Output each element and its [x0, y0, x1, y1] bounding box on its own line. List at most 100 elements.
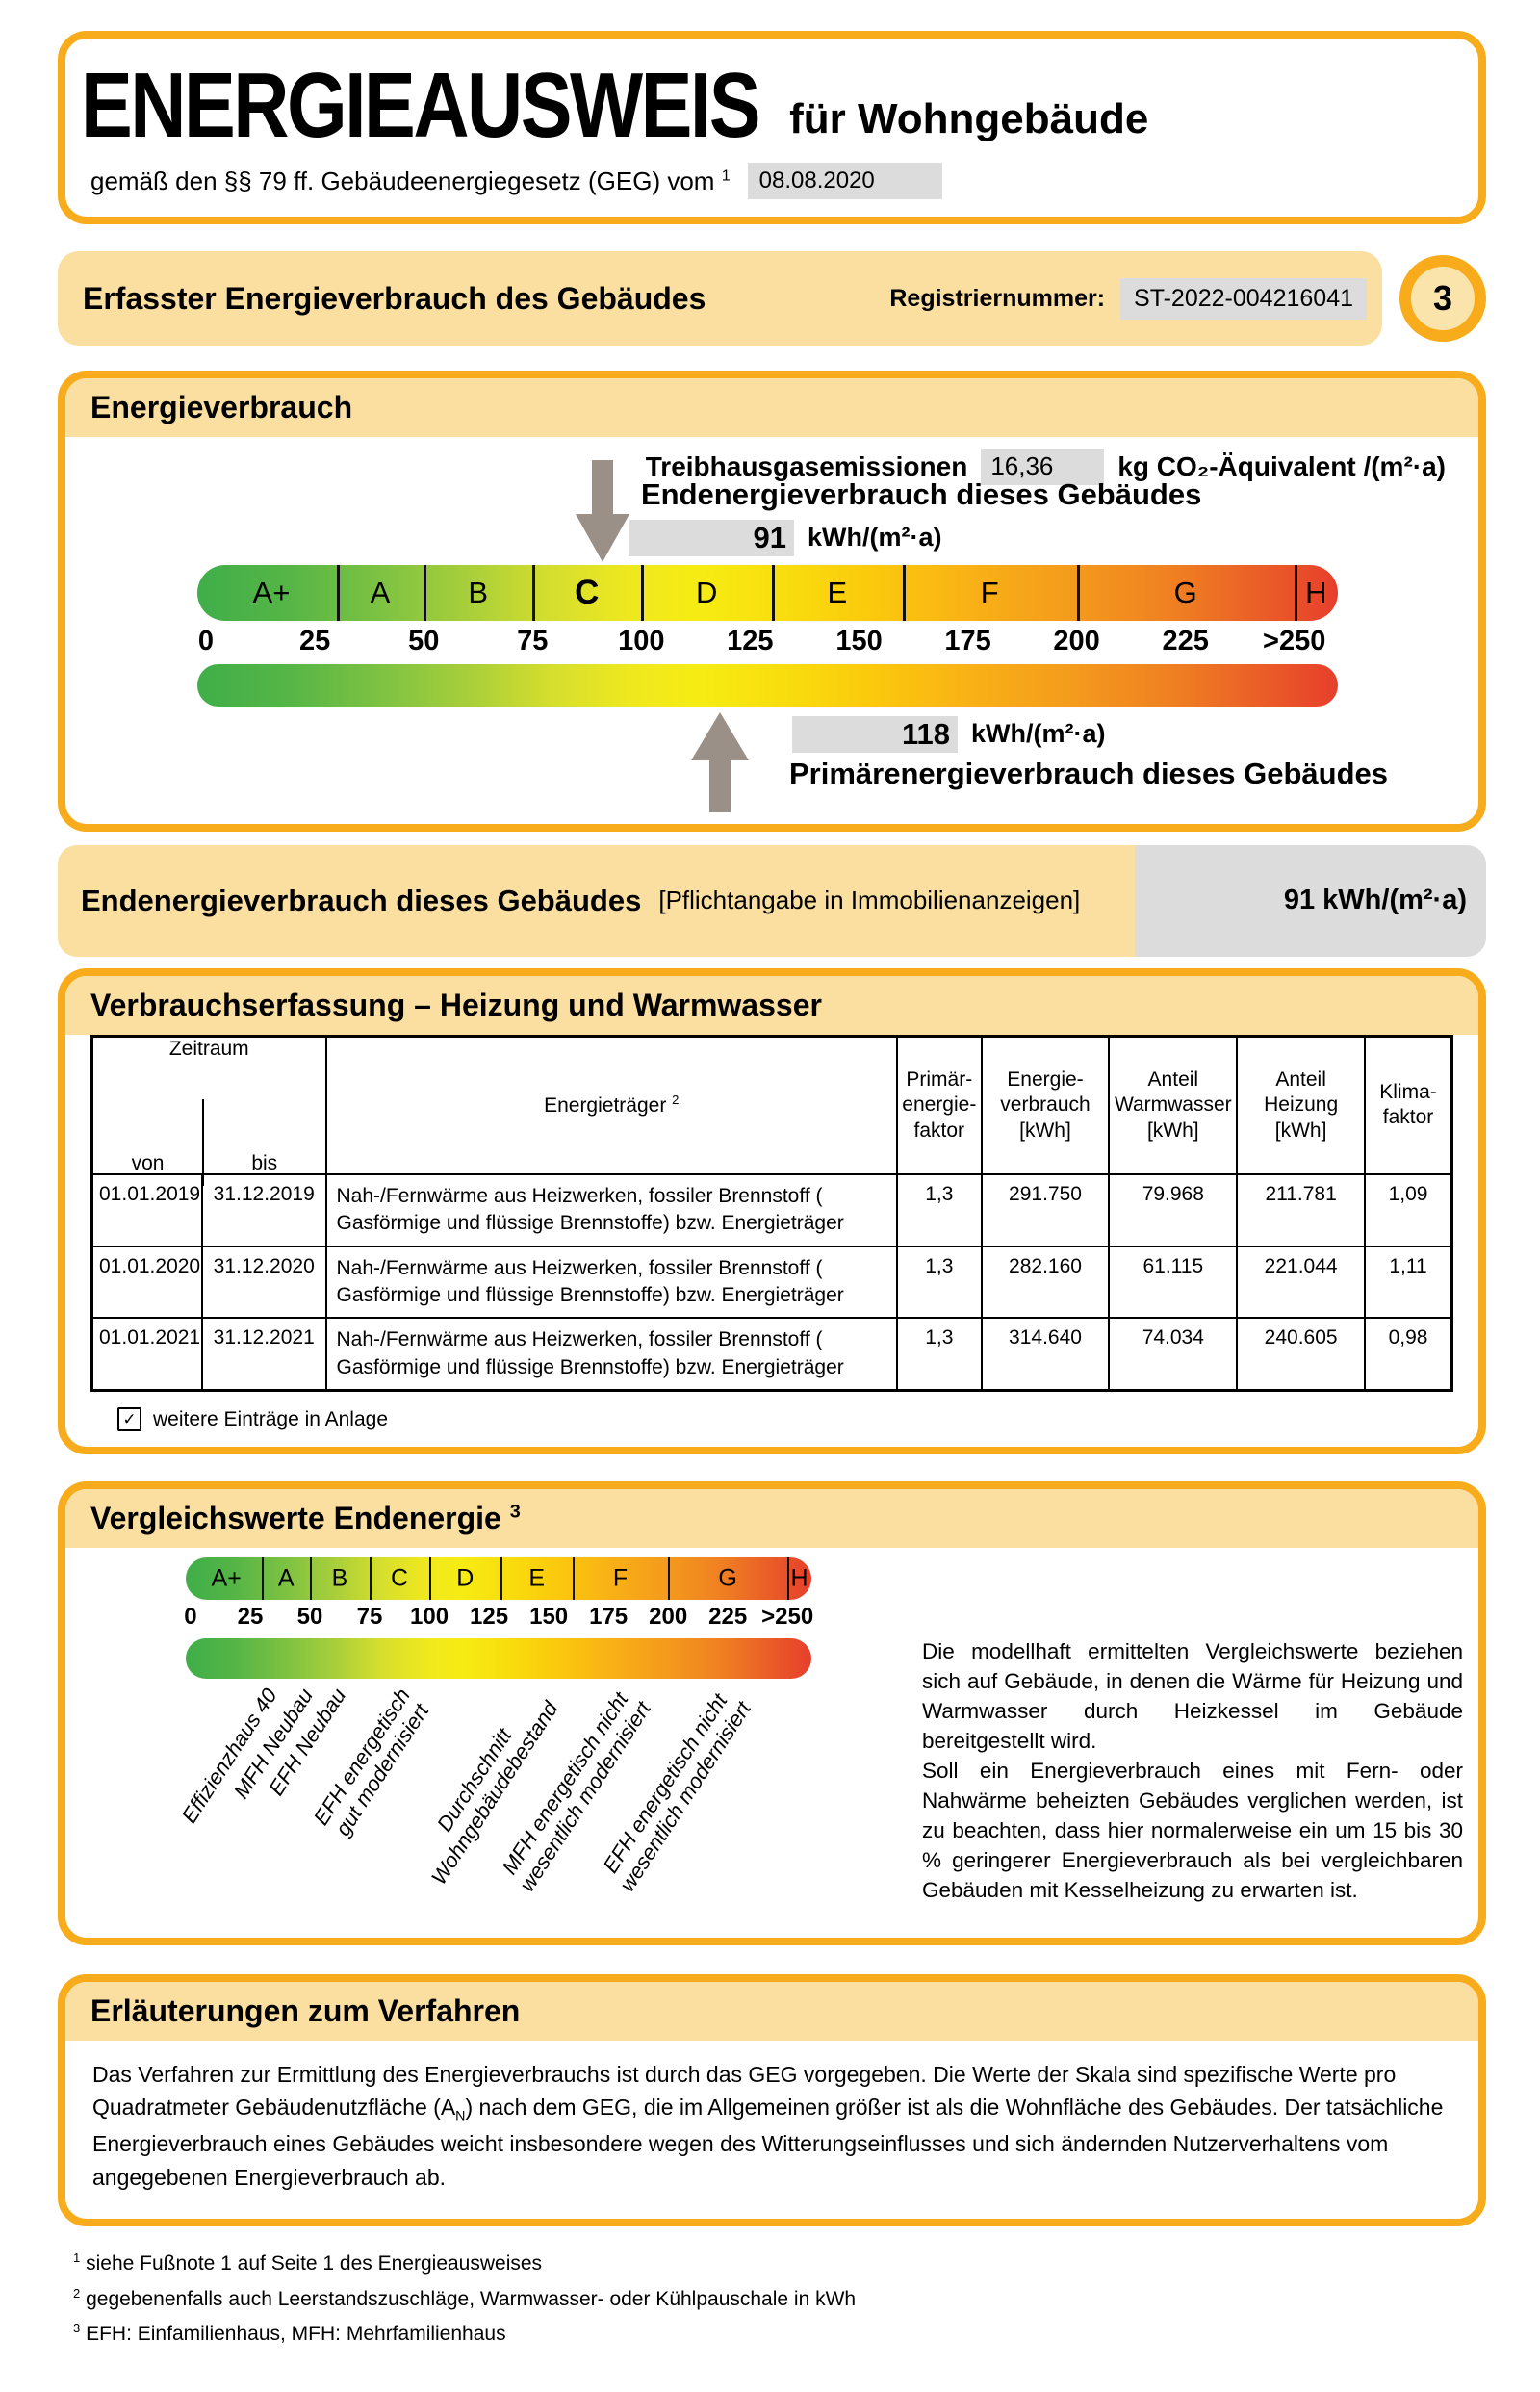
- class-divider: [310, 1556, 313, 1600]
- footnote-2: 2 gegebenenfalls auch Leerstandszuschläg…: [73, 2285, 857, 2310]
- tick-250plus: >250: [761, 1603, 814, 1630]
- table-row: 01.01.2021 31.12.2021 Nah-/Fernwärme aus…: [90, 1317, 1453, 1392]
- an-subscript: N: [455, 2108, 466, 2124]
- header-zeitraum: Zeitraum von bis: [90, 1035, 327, 1187]
- cell-verbrauch: 314.640: [980, 1317, 1111, 1392]
- comparison-section: Vergleichswerte Endenergie 3 A+ A B C D …: [58, 1481, 1486, 1945]
- table-row: 01.01.2019 31.12.2019 Nah-/Fernwärme aus…: [90, 1173, 1453, 1247]
- cell-bis: 31.12.2021: [200, 1317, 327, 1392]
- tick-175: 175: [589, 1603, 629, 1630]
- cell-bis: 31.12.2020: [200, 1245, 327, 1320]
- tick-100: 100: [410, 1603, 449, 1630]
- tick-75: 75: [356, 1603, 383, 1630]
- cell-klimafaktor: 1,09: [1364, 1173, 1453, 1247]
- cell-warmwasser: 74.034: [1108, 1317, 1239, 1392]
- header-energieverbrauch: Energie- verbrauch [kWh]: [980, 1035, 1111, 1176]
- class-divider: [424, 564, 427, 621]
- class-label-aplus: A+: [211, 1564, 242, 1592]
- ghg-value-field[interactable]: 16,36: [981, 448, 1105, 485]
- class-divider: [532, 564, 536, 621]
- class-label-f: F: [980, 575, 999, 609]
- ghg-row: Treibhausgasemissionen 16,36 kg CO₂-Äqui…: [65, 448, 1478, 485]
- class-divider: [772, 564, 775, 621]
- cell-pef: 1,3: [896, 1317, 983, 1392]
- more-entries-checkbox[interactable]: ✓: [117, 1407, 141, 1432]
- class-label-e: E: [827, 575, 848, 609]
- comparison-scale-ticks: 0 25 50 75 100 125 150 175 200 225 >250: [184, 1603, 814, 1631]
- cell-verbrauch: 291.750: [980, 1173, 1111, 1247]
- class-label-h: H: [790, 1564, 808, 1592]
- class-label-g: G: [718, 1564, 737, 1592]
- cell-klimafaktor: 0,98: [1364, 1317, 1453, 1392]
- tick-175: 175: [944, 625, 991, 656]
- law-date-field[interactable]: 08.08.2020: [747, 163, 942, 200]
- class-divider: [262, 1556, 265, 1600]
- class-label-d: D: [696, 575, 718, 609]
- page-subtitle: für Wohngebäude: [789, 95, 1149, 143]
- comparison-class-band: A+ A B C D E F G H: [186, 1556, 811, 1600]
- tick-150: 150: [529, 1603, 569, 1630]
- header-anteil-warmwasser: Anteil Warmwasser [kWh]: [1108, 1035, 1239, 1176]
- mandatory-value-field[interactable]: 91 kWh/(m²·a): [1135, 844, 1486, 957]
- primary-energy-value-field[interactable]: 118: [792, 715, 958, 753]
- scale-ticks: 0 25 50 75 100 125 150 175 200 225 >250: [197, 626, 1338, 656]
- tick-25: 25: [237, 1603, 264, 1630]
- table-row: 01.01.2020 31.12.2020 Nah-/Fernwärme aus…: [90, 1245, 1453, 1320]
- comparison-content: A+ A B C D E F G H 0 25 50 75 100 125 15…: [65, 1548, 1478, 1938]
- end-energy-value-row: 91 kWh/(m²·a): [629, 519, 942, 556]
- class-label-c: C: [391, 1564, 409, 1592]
- tick-250plus: >250: [1263, 625, 1326, 656]
- energy-section-header: Energieverbrauch: [65, 378, 1478, 437]
- section-title-bar: Erfasster Energieverbrauch des Gebäudes …: [58, 251, 1382, 347]
- class-label-b: B: [331, 1564, 348, 1592]
- mandatory-label: Endenergieverbrauch dieses Gebäudes: [81, 883, 642, 917]
- header-anteil-heizung: Anteil Heizung [kWh]: [1236, 1035, 1367, 1176]
- class-divider: [572, 1556, 575, 1600]
- cell-von: 01.01.2020: [90, 1245, 203, 1320]
- end-energy-label: Endenergieverbrauch dieses Gebäudes: [641, 476, 1202, 511]
- footnotes: 1 siehe Fußnote 1 auf Seite 1 des Energi…: [73, 2248, 1486, 2352]
- method-explanation-header: Erläuterungen zum Verfahren: [65, 1981, 1478, 2041]
- class-divider: [902, 564, 906, 621]
- cell-energietraeger: Nah-/Fernwärme aus Heizwerken, fossiler …: [324, 1173, 899, 1247]
- tick-0: 0: [197, 625, 215, 656]
- comparison-footnote-marker: 3: [509, 1501, 521, 1523]
- registration-label: Registriernummer:: [889, 284, 1106, 312]
- cell-heizung: 240.605: [1236, 1317, 1367, 1392]
- tick-50: 50: [408, 625, 440, 656]
- end-energy-value-field[interactable]: 91: [629, 519, 794, 556]
- title-row: ENERGIEAUSWEIS für Wohngebäude: [81, 59, 1455, 151]
- zeitraum-label: Zeitraum: [168, 1037, 249, 1060]
- cell-heizung: 211.781: [1236, 1173, 1367, 1247]
- class-label-b: B: [468, 575, 489, 609]
- end-energy-arrow-down-icon: [576, 459, 629, 562]
- consumption-section-header: Verbrauchserfassung – Heizung und Warmwa…: [65, 975, 1478, 1035]
- cell-warmwasser: 79.968: [1108, 1173, 1239, 1247]
- mandatory-note: [Pflichtangabe in Immobilienanzeigen]: [658, 886, 1081, 915]
- ghg-unit: kg CO₂-Äquivalent /(m²·a): [1117, 450, 1446, 481]
- end-energy-unit: kWh/(m²·a): [808, 523, 942, 553]
- ghg-label: Treibhausgasemissionen: [645, 450, 968, 481]
- footnote-1: 1 siehe Fußnote 1 auf Seite 1 des Energi…: [73, 2251, 543, 2276]
- class-divider: [370, 1556, 372, 1600]
- class-label-c-current: C: [575, 573, 600, 611]
- energietraeger-footnote-marker: 2: [672, 1092, 680, 1107]
- registration-number-field[interactable]: ST-2022-004216041: [1120, 277, 1367, 320]
- class-label-g: G: [1173, 575, 1197, 609]
- von-label: von: [131, 1151, 165, 1174]
- class-label-aplus: A+: [252, 575, 291, 609]
- cell-klimafaktor: 1,11: [1364, 1245, 1453, 1320]
- primary-energy-unit: kWh/(m²·a): [971, 719, 1106, 749]
- tick-150: 150: [835, 625, 883, 656]
- tick-50: 50: [296, 1603, 323, 1630]
- class-label-a: A: [370, 575, 391, 609]
- class-divider: [1076, 564, 1080, 621]
- class-divider: [668, 1556, 671, 1600]
- cell-energietraeger: Nah-/Fernwärme aus Heizwerken, fossiler …: [324, 1245, 899, 1320]
- section-title: Erfasster Energieverbrauch des Gebäudes: [83, 280, 706, 316]
- cell-warmwasser: 61.115: [1108, 1245, 1239, 1320]
- gradient-bar: [197, 663, 1338, 707]
- class-divider: [429, 1556, 432, 1600]
- consumption-table-wrap: Zeitraum von bis Energieträger 2 Primär-…: [65, 1034, 1478, 1447]
